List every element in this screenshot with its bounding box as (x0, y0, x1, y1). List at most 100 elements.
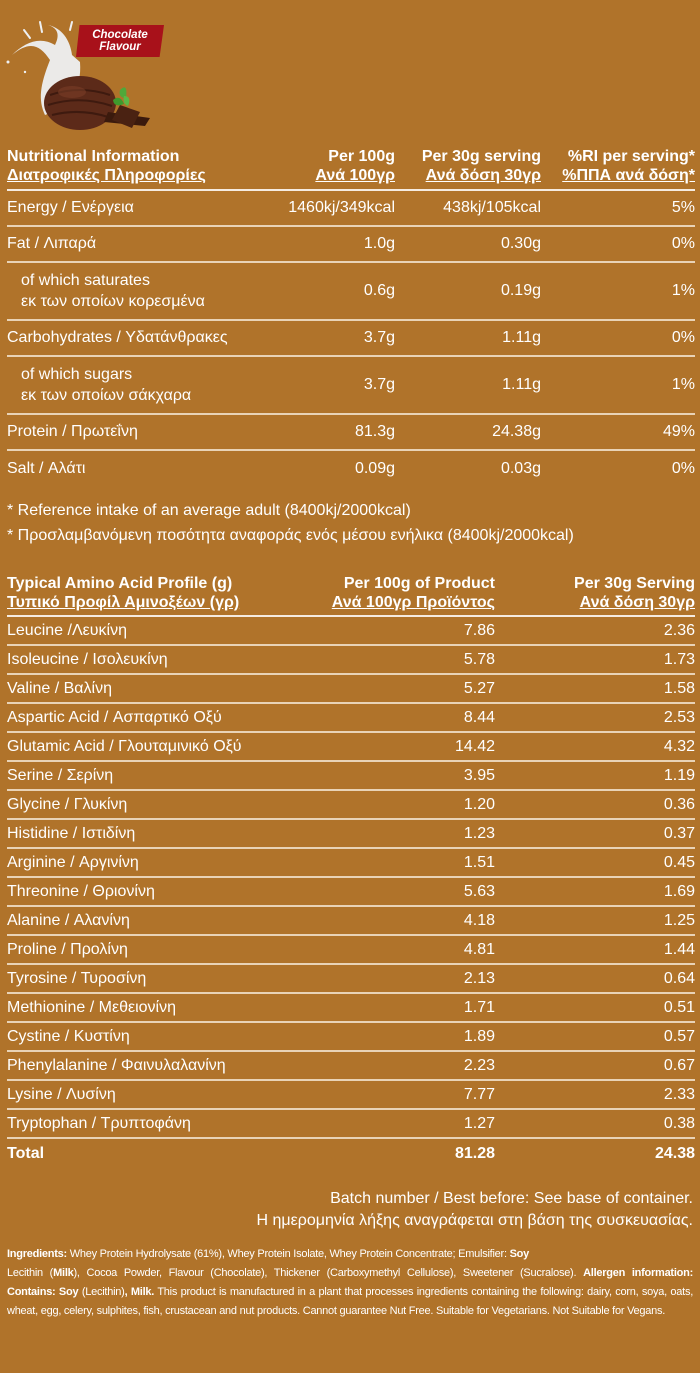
per-100g-value: 2.13 (463, 969, 495, 987)
per-100g-value: 3.95 (463, 766, 495, 784)
amino-row-total: Total 81.28 24.38 (7, 1139, 695, 1168)
nutrient-label-en: of which saturates (21, 272, 150, 289)
amino-row: Arginine / Αργινίνη 1.51 0.45 (7, 849, 695, 878)
amino-row: Tryptophan / Τρυπτοφάνη 1.27 0.38 (7, 1110, 695, 1139)
per-30g-value: 0.03g (500, 460, 541, 477)
per-30g-value: 0.64 (663, 969, 695, 987)
ingredients-part2: Lecithin ( (7, 1267, 54, 1279)
amino-row: Isoleucine / Ισολευκίνη 5.78 1.73 (7, 646, 695, 675)
header-col0-gr: Τυπικό Προφίλ Αμινοξέων (γρ) (7, 594, 240, 611)
header-col1-gr: Ανά 100γρ (315, 167, 395, 184)
per-100g-value: 1.51 (463, 853, 495, 871)
amino-row: Leucine /Λευκίνη 7.86 2.36 (7, 617, 695, 646)
reference-intake-footnotes: * Reference intake of an average adult (… (7, 498, 574, 548)
amino-acid-name: Serine / Σερίνη (7, 766, 114, 784)
header-per-30g-serving: Per 30g serving Ανά δόση 30γρ (395, 147, 541, 185)
per-100g-value: 0.09g (354, 460, 395, 477)
amino-acid-name: Glutamic Acid / Γλουταμινικό Οξύ (7, 737, 242, 755)
header-nutritional-information: Nutritional Information Διατροφικές Πληρ… (7, 147, 269, 185)
per-100g-value: 4.18 (463, 911, 495, 929)
batch-info-en: Batch number / Best before: See base of … (330, 1190, 693, 1207)
per-100g-value: 1460kj/349kcal (288, 199, 395, 216)
per-100g-value: 3.7g (363, 329, 395, 346)
per-100g-value: 8.44 (463, 708, 495, 726)
nutrition-table-header: Nutritional Information Διατροφικές Πληρ… (7, 143, 695, 191)
ingredients-part3: ), Cocoa Powder, Flavour (Chocolate), Th… (73, 1267, 584, 1279)
per-30g-value: 0.57 (663, 1027, 695, 1045)
amino-acid-name: Valine / Βαλίνη (7, 679, 112, 697)
nutrition-row-sugars: of which sugars εκ των οποίων σάκχαρα 3.… (7, 357, 695, 415)
header-col1-en: Per 100g of Product (343, 575, 495, 592)
batch-info: Batch number / Best before: See base of … (257, 1188, 694, 1232)
amino-table-header: Typical Amino Acid Profile (g) Τυπικό Πρ… (7, 571, 695, 617)
amino-acid-name: Glycine / Γλυκίνη (7, 795, 128, 813)
ingredients-text: Ingredients: Whey Protein Hydrolysate (6… (7, 1245, 693, 1321)
per-100g-value: 0.6g (363, 282, 395, 299)
header-col0-gr: Διατροφικές Πληροφορίες (7, 167, 206, 184)
amino-acid-name: Methionine / Μεθειονίνη (7, 998, 177, 1016)
amino-acid-name: Isoleucine / Ισολευκίνη (7, 650, 168, 668)
header-col1-gr: Ανά 100γρ Προϊόντος (331, 594, 495, 611)
ingredients-part5: This product is manufactured in a plant … (7, 1286, 694, 1317)
nutrient-label-en: of which sugars (21, 366, 133, 383)
per-30g-value: 0.51 (663, 998, 695, 1016)
nutrient-label-gr: εκ των οποίων σάκχαρα (21, 387, 192, 404)
per-30g-value: 2.36 (663, 621, 695, 639)
amino-row: Glycine / Γλυκίνη 1.20 0.36 (7, 791, 695, 820)
header-col2-en: Per 30g Serving (574, 575, 695, 592)
amino-acid-name: Tryptophan / Τρυπτοφάνη (7, 1114, 191, 1132)
per-30g-value: 2.53 (663, 708, 695, 726)
header-per-30g-serving: Per 30g Serving Ανά δόση 30γρ (495, 574, 695, 612)
footnote-en: * Reference intake of an average adult (… (7, 502, 411, 519)
nutrient-label: Protein / Πρωτεΐνη (7, 423, 138, 440)
per-100g-value: 1.27 (463, 1114, 495, 1132)
nutrient-label: Carbohydrates / Υδατάνθρακες (7, 329, 228, 346)
per-30g-value: 1.11g (502, 376, 541, 393)
amino-row: Methionine / Μεθειονίνη 1.71 0.51 (7, 994, 695, 1023)
amino-acid-name: Phenylalanine / Φαινυλαλανίνη (7, 1056, 226, 1074)
amino-row: Alanine / Αλανίνη 4.18 1.25 (7, 907, 695, 936)
flavour-badge: Chocolate Flavour (76, 25, 164, 57)
per-30g-value: 0.45 (663, 853, 695, 871)
nutrition-row-salt: Salt / Αλάτι 0.09g 0.03g 0% (7, 451, 695, 487)
ice-cream-illustration-icon (6, 21, 150, 130)
per-100g-value: 7.77 (463, 1085, 495, 1103)
per-100g-value: 7.86 (463, 621, 495, 639)
batch-info-gr: Η ημερομηνία λήξης αναγράφεται στη βάση … (256, 1212, 694, 1229)
per-100g-value: 3.7g (363, 376, 395, 393)
nutrition-row-carbohydrates: Carbohydrates / Υδατάνθρακες 3.7g 1.11g … (7, 321, 695, 357)
amino-acid-name: Cystine / Κυστίνη (7, 1027, 130, 1045)
allergen-soy: Soy (509, 1248, 530, 1260)
total-per-100g: 81.28 (454, 1144, 495, 1162)
nutrient-label: Fat / Λιπαρά (7, 235, 97, 252)
amino-acid-table: Typical Amino Acid Profile (g) Τυπικό Πρ… (7, 571, 695, 1168)
per-100g-value: 1.20 (463, 795, 495, 813)
ri-percent-value: 49% (662, 423, 695, 440)
flavour-badge-line2: Flavour (99, 41, 141, 53)
per-30g-value: 1.11g (502, 329, 541, 346)
nutrition-row-energy: Energy / Ενέργεια 1460kj/349kcal 438kj/1… (7, 191, 695, 227)
per-30g-value: 0.30g (500, 235, 541, 252)
amino-row: Lysine / Λυσίνη 7.77 2.33 (7, 1081, 695, 1110)
per-100g-value: 1.89 (463, 1027, 495, 1045)
flavour-badge-line1: Chocolate (92, 29, 148, 41)
nutrition-row-saturates: of which saturates εκ των οποίων κορεσμέ… (7, 263, 695, 321)
amino-acid-name: Threonine / Θριονίνη (7, 882, 155, 900)
per-100g-value: 81.3g (354, 423, 395, 440)
amino-table-body: Leucine /Λευκίνη 7.86 2.36 Isoleucine / Ισο… (7, 617, 695, 1139)
ri-percent-value: 0% (671, 460, 695, 477)
header-amino-profile: Typical Amino Acid Profile (g) Τυπικό Πρ… (7, 574, 307, 612)
amino-acid-name: Aspartic Acid / Ασπαρτικό Οξύ (7, 708, 222, 726)
ri-percent-value: 0% (671, 329, 695, 346)
per-30g-value: 1.73 (663, 650, 695, 668)
per-100g-value: 2.23 (463, 1056, 495, 1074)
per-30g-value: 24.38g (492, 423, 541, 440)
ingredients-label: Ingredients: (7, 1248, 67, 1260)
per-30g-value: 0.36 (663, 795, 695, 813)
per-30g-value: 1.69 (663, 882, 695, 900)
amino-acid-name: Arginine / Αργινίνη (7, 853, 139, 871)
nutrition-row-protein: Protein / Πρωτεΐνη 81.3g 24.38g 49% (7, 415, 695, 451)
total-label: Total (7, 1144, 45, 1162)
ingredients-part1: Whey Protein Hydrolysate (61%), Whey Pro… (66, 1248, 510, 1260)
amino-row: Threonine / Θριονίνη 5.63 1.69 (7, 878, 695, 907)
